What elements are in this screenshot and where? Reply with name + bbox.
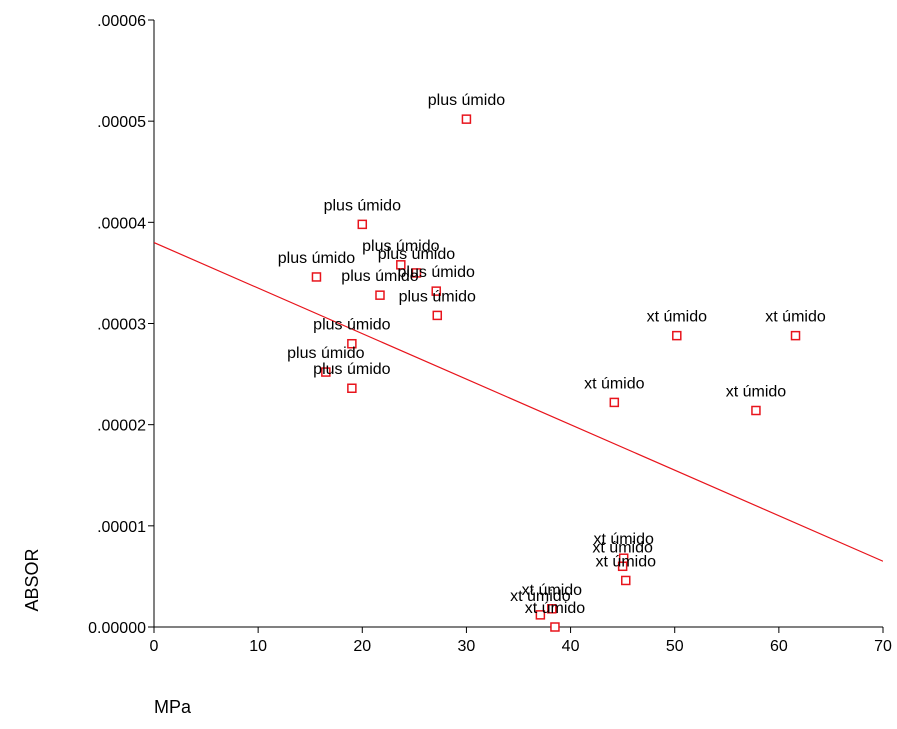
- x-tick-label: 30: [458, 638, 476, 655]
- data-point-label: xt úmido: [525, 600, 586, 617]
- plot-area: 0 10 20 30 40 50 60 70 0.00000 .00001 .00002 .0000…: [88, 13, 892, 655]
- data-point-marker: [547, 604, 557, 614]
- data-point-marker: [790, 330, 801, 341]
- data-point-label: xt úmido: [522, 582, 583, 599]
- data-point-marker: [321, 367, 331, 377]
- data-point-marker: [461, 114, 472, 124]
- data-point-label: plus úmido: [398, 264, 475, 281]
- y-tick-label: .00005: [97, 114, 146, 131]
- y-axis-ticks: 0.00000 .00001 .00002 .00003 .00004 .00005 .00…: [88, 13, 154, 637]
- y-tick-label: .00002: [97, 418, 146, 435]
- data-point-marker: [311, 272, 322, 282]
- data-point-label: plus úmido: [313, 361, 390, 378]
- y-tick-label: 0.00000: [88, 620, 146, 637]
- data-point-label: xt úmido: [510, 588, 571, 605]
- data-point-marker: [617, 561, 628, 572]
- x-tick-label: 40: [562, 638, 580, 655]
- x-tick-label: 50: [666, 638, 684, 655]
- regression-line: [154, 242, 883, 562]
- data-point-label: xt úmido: [593, 531, 654, 548]
- data-point-label: plus úmido: [278, 250, 355, 267]
- data-point-label: xt úmido: [584, 375, 645, 392]
- y-tick-label: .00003: [97, 317, 146, 334]
- data-point-label: xt úmido: [726, 384, 787, 401]
- y-tick-label: .00001: [97, 519, 146, 536]
- x-axis-title: MPa: [154, 697, 192, 717]
- data-point-label: xt úmido: [592, 539, 653, 556]
- data-point-marker: [672, 330, 682, 341]
- data-point-marker: [621, 575, 631, 586]
- data-point-marker: [550, 622, 560, 632]
- data-point-label: plus úmido: [313, 317, 390, 334]
- data-point-label: plus úmido: [362, 238, 439, 255]
- y-tick-label: .00004: [97, 215, 146, 232]
- data-points: [311, 114, 801, 632]
- x-tick-label: 70: [874, 638, 892, 655]
- data-point-label: plus úmido: [287, 345, 364, 362]
- data-point-label: plus úmido: [341, 268, 418, 285]
- data-point-marker: [347, 383, 357, 393]
- data-point-label: xt úmido: [596, 553, 657, 570]
- data-point-label: plus úmido: [324, 197, 401, 214]
- data-point-marker: [609, 397, 620, 408]
- x-tick-label: 20: [353, 638, 371, 655]
- data-point-marker: [347, 338, 357, 349]
- y-tick-label: .00006: [97, 13, 146, 30]
- data-point-label: plus úmido: [399, 288, 476, 305]
- data-point-marker: [375, 290, 385, 300]
- x-axis-ticks: 0 10 20 30 40 50 60 70: [150, 627, 892, 655]
- data-point-marker: [535, 610, 546, 620]
- data-point-marker: [396, 260, 406, 270]
- data-point-label: plus úmido: [428, 92, 505, 109]
- data-point-label: xt úmido: [647, 309, 708, 326]
- data-point-marker: [411, 268, 422, 278]
- data-point-label: xt úmido: [765, 309, 826, 326]
- x-tick-label: 60: [770, 638, 788, 655]
- data-point-marker: [357, 219, 368, 230]
- x-tick-label: 0: [150, 638, 159, 655]
- data-point-marker: [751, 405, 761, 416]
- x-tick-label: 10: [249, 638, 267, 655]
- data-point-label: plus úmido: [378, 246, 455, 263]
- y-axis-title: ABSOR: [22, 548, 42, 611]
- data-point-marker: [431, 286, 441, 296]
- data-point-marker: [432, 310, 443, 321]
